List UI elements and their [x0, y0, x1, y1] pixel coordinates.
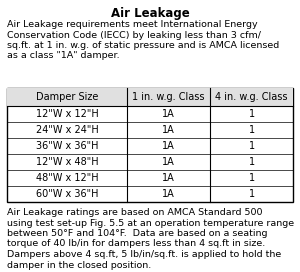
Bar [7, 88, 293, 106]
Text: 4 in. w.g. Class: 4 in. w.g. Class [215, 92, 288, 102]
Text: 1: 1 [248, 173, 255, 183]
Text: 36"W x 36"H: 36"W x 36"H [36, 141, 98, 151]
Text: 1: 1 [248, 125, 255, 135]
Text: using test set-up Fig. 5.5 at an operation temperature range: using test set-up Fig. 5.5 at an operati… [7, 218, 294, 227]
Text: Air Leakage requirements meet International Energy: Air Leakage requirements meet Internatio… [7, 20, 258, 29]
Text: 1: 1 [248, 141, 255, 151]
Text: 48"W x 12"H: 48"W x 12"H [36, 173, 98, 183]
Text: 12"W x 48"H: 12"W x 48"H [36, 157, 98, 167]
Text: 1: 1 [248, 109, 255, 119]
Text: 1A: 1A [162, 189, 175, 199]
Text: 12"W x 12"H: 12"W x 12"H [36, 109, 98, 119]
Text: sq.ft. at 1 in. w.g. of static pressure and is AMCA licensed: sq.ft. at 1 in. w.g. of static pressure … [7, 41, 279, 50]
Text: damper in the closed position.: damper in the closed position. [7, 261, 151, 270]
Text: 1A: 1A [162, 173, 175, 183]
Text: 1 in. w.g. Class: 1 in. w.g. Class [132, 92, 205, 102]
Text: 1A: 1A [162, 125, 175, 135]
Text: 1A: 1A [162, 109, 175, 119]
Text: 1: 1 [248, 189, 255, 199]
Bar [7, 88, 293, 202]
Text: 60"W x 36"H: 60"W x 36"H [36, 189, 98, 199]
Text: Air Leakage: Air Leakage [111, 7, 189, 20]
Text: 1A: 1A [162, 141, 175, 151]
Text: Air Leakage ratings are based on AMCA Standard 500: Air Leakage ratings are based on AMCA St… [7, 208, 262, 217]
Text: 1: 1 [248, 157, 255, 167]
Text: Dampers above 4 sq.ft, 5 lb/in/sq.ft. is applied to hold the: Dampers above 4 sq.ft, 5 lb/in/sq.ft. is… [7, 250, 281, 259]
Text: 24"W x 24"H: 24"W x 24"H [36, 125, 98, 135]
Text: Conservation Code (IECC) by leaking less than 3 cfm/: Conservation Code (IECC) by leaking less… [7, 30, 261, 39]
Text: Damper Size: Damper Size [36, 92, 98, 102]
Text: between 50°F and 104°F.  Data are based on a seating: between 50°F and 104°F. Data are based o… [7, 229, 268, 238]
Text: as a class "1A" damper.: as a class "1A" damper. [7, 51, 120, 60]
Text: 1A: 1A [162, 157, 175, 167]
Text: torque of 40 lb/in for dampers less than 4 sq.ft in size.: torque of 40 lb/in for dampers less than… [7, 240, 265, 249]
